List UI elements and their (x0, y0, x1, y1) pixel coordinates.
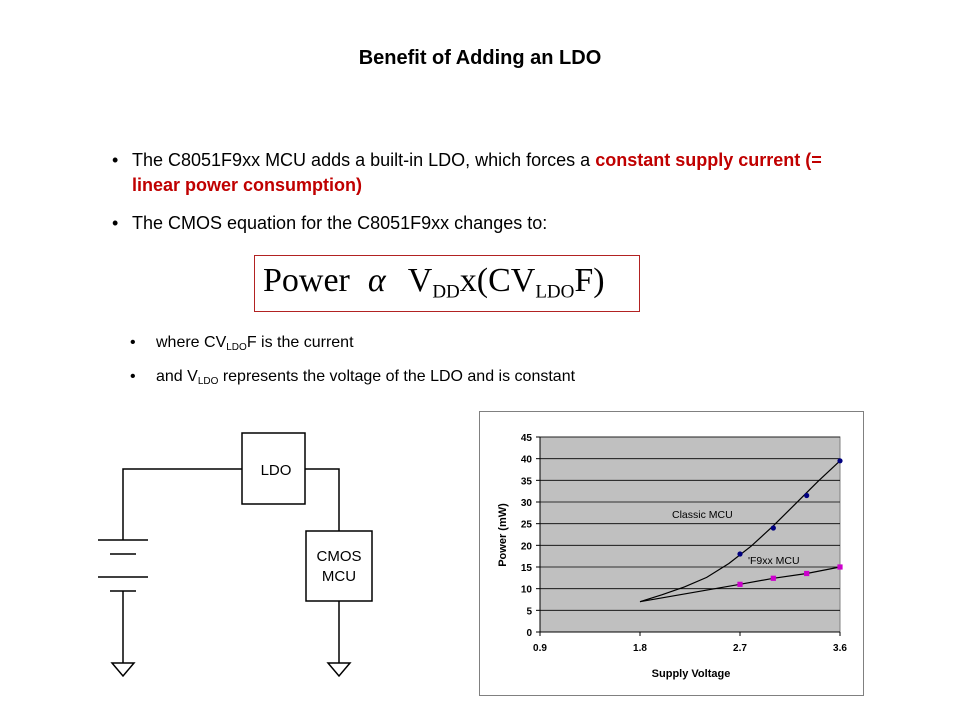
wire-ldo-to-mcu (305, 468, 340, 531)
x-tick-label: 3.6 (833, 643, 847, 654)
series-label-f9xx: 'F9xx MCU (748, 555, 800, 567)
sub-2-text-b: represents the voltage of the LDO and is… (218, 368, 576, 385)
bullet-1-highlight: constant supply current (= linear power … (132, 150, 822, 195)
bullet-marker: • (130, 368, 136, 385)
bullet-marker: • (112, 213, 119, 233)
y-tick-label: 10 (521, 585, 533, 596)
sub-1-text-b: F is the current (246, 334, 354, 351)
equation-power: Power (263, 262, 350, 299)
y-tick-label: 45 (521, 433, 533, 444)
mcu-label-line1: CMOS (317, 548, 362, 565)
sub-1-text-a: where CV (156, 334, 227, 351)
sub-1-subscript: LDO (226, 342, 247, 353)
data-point-classic (804, 492, 810, 499)
slide-title: Benefit of Adding an LDO (358, 47, 602, 69)
y-tick-label: 25 (521, 520, 533, 531)
y-tick-label: 40 (521, 455, 533, 466)
series-label-classic: Classic MCU (672, 509, 733, 521)
bullet-1-text: The C8051F9xx MCU adds a built-in LDO, w… (132, 150, 596, 170)
ldo-circuit-diagram: LDO CMOS MCU (98, 432, 373, 678)
equation-alpha: α (367, 262, 386, 299)
data-point-f9xx (737, 581, 743, 587)
data-point-f9xx (804, 570, 810, 577)
x-tick-label: 0.9 (533, 643, 547, 654)
ground-symbol-left (110, 662, 136, 678)
data-point-f9xx (770, 575, 776, 581)
y-tick-label: 0 (526, 628, 532, 639)
equation-dd: DD (432, 281, 460, 303)
sub-2-text-a: and V (156, 368, 198, 385)
plot-area (539, 436, 841, 633)
y-axis-label: Power (mW) (497, 503, 509, 567)
data-point-classic (737, 551, 743, 557)
bullet-marker: • (130, 334, 136, 351)
data-point-classic (837, 458, 843, 464)
mcu-block (305, 530, 373, 602)
power-vs-voltage-chart: 0 5 10 15 20 25 30 35 40 45 0.9 1.8 2.7 3.6 Classic M… (497, 433, 847, 680)
x-tick-label: 2.7 (733, 643, 747, 654)
equation-box: Power α VDDx(CVLDOF) (254, 255, 640, 312)
bullet-marker: • (112, 150, 119, 170)
x-tick-label: 1.8 (633, 643, 647, 654)
equation-v: V (407, 262, 433, 299)
ground-symbol-right (326, 662, 352, 678)
data-point-classic (770, 525, 776, 531)
y-tick-label: 35 (521, 476, 533, 487)
sub-2-subscript: LDO (197, 376, 219, 387)
equation-ldo: LDO (535, 281, 575, 303)
wire-battery-to-ldo (122, 468, 242, 540)
data-point-f9xx (837, 564, 843, 570)
y-tick-label: 5 (526, 606, 532, 617)
ldo-label: LDO (261, 462, 292, 479)
mcu-label-line2: MCU (322, 568, 356, 585)
y-tick-label: 15 (521, 563, 533, 574)
y-tick-label: 30 (521, 498, 533, 509)
equation-end: F) (574, 262, 605, 299)
bullet-2-text: The CMOS equation for the C8051F9xx chan… (132, 213, 548, 233)
y-tick-label: 20 (521, 541, 533, 552)
power-chart-frame: 0 5 10 15 20 25 30 35 40 45 0.9 1.8 2.7 3.6 Classic M… (479, 411, 864, 696)
x-axis-label: Supply Voltage (652, 668, 731, 680)
equation-mid: x(CV (459, 262, 536, 299)
power-equation: Power α VDDx(CVLDOF) (263, 262, 605, 304)
